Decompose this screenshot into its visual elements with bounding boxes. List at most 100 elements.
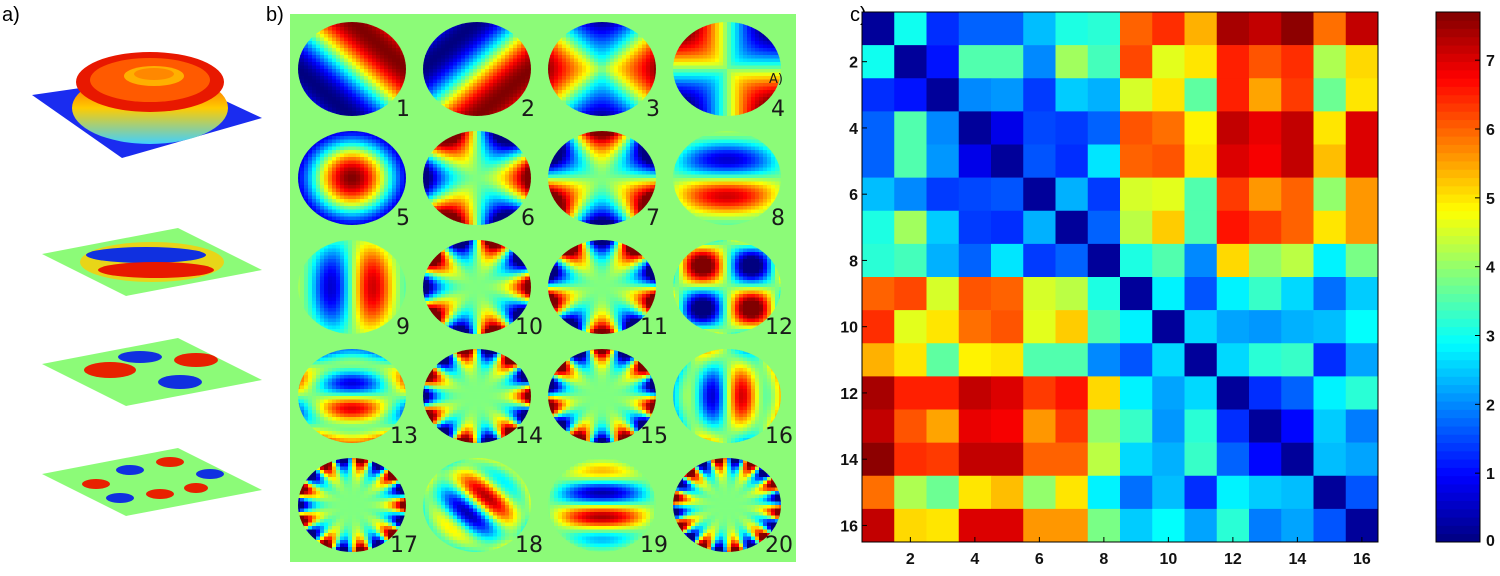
- heatmap-cell: [1120, 443, 1153, 476]
- heatmap-cell: [1314, 509, 1347, 542]
- heatmap-cell: [959, 310, 992, 343]
- colorbar-segment: [1436, 517, 1480, 526]
- heatmap-cell: [991, 178, 1024, 211]
- heatmap-cell: [1217, 12, 1250, 45]
- heatmap-cell: [1056, 476, 1089, 509]
- heatmap-cell: [1056, 410, 1089, 443]
- heatmap-cell: [1217, 476, 1250, 509]
- heatmap-cell: [1249, 476, 1282, 509]
- colorbar-segment: [1436, 29, 1480, 38]
- mode-number-label: 2: [521, 97, 535, 122]
- heatmap-cell: [862, 410, 895, 443]
- heatmap-cell: [1249, 78, 1282, 111]
- heatmap-cell: [1056, 12, 1089, 45]
- colorbar-segment: [1436, 202, 1480, 211]
- heatmap-cell: [927, 111, 960, 144]
- heatmap-cell: [1346, 343, 1379, 376]
- heatmap-cell: [862, 476, 895, 509]
- heatmap-cell: [1152, 211, 1185, 244]
- heatmap-cell: [1249, 376, 1282, 409]
- heatmap-cell: [1152, 78, 1185, 111]
- heatmap-cell: [1088, 376, 1121, 409]
- heatmap-cell: [1281, 45, 1314, 78]
- x-tick-label: 6: [1035, 551, 1044, 568]
- heatmap-cell: [1314, 111, 1347, 144]
- heatmap-cell: [1281, 443, 1314, 476]
- heatmap-cell: [1023, 376, 1056, 409]
- heatmap-cell: [1120, 45, 1153, 78]
- heatmap-cell: [1056, 145, 1089, 178]
- heatmap-cell: [959, 443, 992, 476]
- heatmap-cell: [1249, 509, 1282, 542]
- heatmap-cell: [1281, 410, 1314, 443]
- heatmap-cell: [927, 376, 960, 409]
- heatmap-cell: [1088, 45, 1121, 78]
- colorbar-segment: [1436, 37, 1480, 46]
- mode-number-label: 19: [640, 533, 668, 558]
- heatmap-cell: [1249, 45, 1282, 78]
- colorbar-segment: [1436, 443, 1480, 452]
- colorbar-segment: [1436, 459, 1480, 468]
- x-tick-label: 16: [1353, 551, 1371, 568]
- x-tick-label: 14: [1288, 551, 1306, 568]
- heatmap-cell: [1314, 145, 1347, 178]
- heatmap-cell: [991, 45, 1024, 78]
- mode-cell: 6: [421, 129, 533, 227]
- heatmap-cell: [1185, 244, 1218, 277]
- heatmap-cell: [1346, 12, 1379, 45]
- heatmap-cell: [1281, 211, 1314, 244]
- heatmap-cell: [1346, 277, 1379, 310]
- heatmap-cell: [1023, 277, 1056, 310]
- heatmap-cell: [959, 211, 992, 244]
- heatmap-cell: [1185, 145, 1218, 178]
- heatmap-cell: [1023, 111, 1056, 144]
- heatmap-cell: [991, 410, 1024, 443]
- mode-image: [296, 20, 408, 118]
- heatmap-cell: [1056, 277, 1089, 310]
- heatmap-cell: [991, 244, 1024, 277]
- heatmap-cell: [1281, 111, 1314, 144]
- colorbar-segment: [1436, 393, 1480, 402]
- heatmap-cell: [1023, 310, 1056, 343]
- heatmap-cell: [1314, 410, 1347, 443]
- heatmap-cell: [1249, 310, 1282, 343]
- heatmap-cell: [1056, 443, 1089, 476]
- colorbar-segment: [1436, 434, 1480, 443]
- heatmap-cell: [959, 145, 992, 178]
- heatmap-cell: [894, 443, 927, 476]
- colorbar-segment: [1436, 269, 1480, 278]
- heatmap-cell: [1056, 111, 1089, 144]
- colorbar-tick-label: 2: [1486, 397, 1495, 414]
- colorbar-segment: [1436, 53, 1480, 62]
- heatmap-cell: [1056, 343, 1089, 376]
- colorbar-segment: [1436, 467, 1480, 476]
- heatmap-cell: [1185, 111, 1218, 144]
- mode-cell: 17: [296, 456, 408, 554]
- heatmap-cell: [1217, 376, 1250, 409]
- heatmap-cell: [1249, 410, 1282, 443]
- heatmap-cell: [1088, 443, 1121, 476]
- heatmap-cell: [1314, 476, 1347, 509]
- heatmap-cell: [1314, 376, 1347, 409]
- colorbar-segment: [1436, 426, 1480, 435]
- heatmap-cell: [991, 343, 1024, 376]
- mode-image: [671, 129, 783, 227]
- heatmap-cell: [1152, 443, 1185, 476]
- heatmap-cell: [1120, 310, 1153, 343]
- colorbar-tick-label: 0: [1486, 533, 1495, 550]
- mode-number-label: 6: [521, 206, 535, 231]
- heatmap-cell: [1346, 78, 1379, 111]
- heatmap-cell: [1152, 111, 1185, 144]
- heatmap-cell: [1056, 244, 1089, 277]
- colorbar-segment: [1436, 227, 1480, 236]
- mode-cell: 2: [421, 20, 533, 118]
- colorbar-segment: [1436, 95, 1480, 104]
- colorbar-segment: [1436, 136, 1480, 145]
- y-tick-label: 14: [840, 452, 858, 469]
- heatmap-cell: [1217, 410, 1250, 443]
- heatmap-cell: [1281, 277, 1314, 310]
- mode-cell: 5: [296, 129, 408, 227]
- heatmap-cell: [1346, 410, 1379, 443]
